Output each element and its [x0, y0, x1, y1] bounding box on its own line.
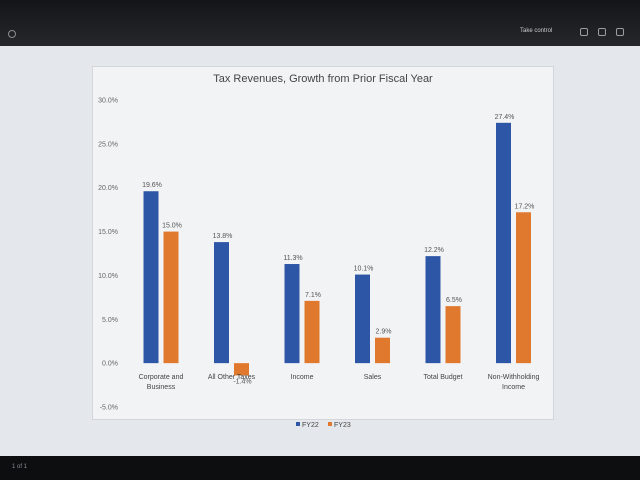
legend-swatch-fy23: [328, 422, 332, 426]
y-tick-label: -5.0%: [100, 405, 118, 412]
chart-title: Tax Revenues, Growth from Prior Fiscal Y…: [213, 73, 433, 85]
value-label: 27.4%: [495, 114, 515, 121]
bar-fy23-1: [234, 363, 249, 376]
take-control-button[interactable]: Take control: [520, 28, 553, 34]
category-labels: Corporate and Business All Other Taxes Inco…: [139, 374, 540, 391]
category-label: Non-Withholding: [488, 374, 540, 381]
value-label: 11.3%: [283, 255, 302, 262]
bar-fy22-2: [284, 264, 300, 364]
top-bar: Take control: [0, 0, 640, 46]
bar-fy22-3: [355, 274, 370, 364]
y-tick-label: 25.0%: [98, 141, 118, 148]
value-label: 12.2%: [424, 247, 444, 254]
legend-label: FY23: [334, 422, 351, 429]
category-label: Income: [502, 384, 525, 391]
bar-fy23-5: [516, 212, 531, 364]
page-indicator: 1 of 1: [12, 464, 28, 470]
bar-fy22-4: [425, 256, 441, 364]
bar-fy23-0: [163, 231, 179, 364]
bar-fy22-1: [214, 242, 229, 364]
category-label: Sales: [364, 374, 382, 381]
y-tick-label: 30.0%: [98, 98, 118, 105]
value-label: 10.1%: [354, 266, 374, 273]
y-tick-label: 15.0%: [98, 229, 118, 236]
value-labels: 19.6% 13.8% 11.3% 10.1% 12.2% 27.4% 15.0% -1.4%…: [142, 114, 534, 386]
category-label: Business: [147, 384, 176, 391]
value-label: 19.6%: [142, 182, 162, 189]
bar-fy23-3: [375, 337, 390, 364]
y-tick-label: 0.0%: [102, 361, 118, 368]
category-label: All Other Taxes: [208, 374, 256, 381]
category-label: Total Budget: [424, 374, 463, 381]
bottom-bar: 1 of 1: [0, 456, 640, 480]
value-label: 13.8%: [213, 233, 233, 240]
value-label: 6.5%: [446, 297, 462, 304]
value-label: 15.0%: [162, 223, 182, 230]
bar-fy23-4: [445, 306, 461, 364]
bar-fy23-2: [304, 300, 320, 364]
bar-fy22-0: [143, 191, 159, 364]
settings-icon[interactable]: [598, 28, 606, 36]
category-label: Income: [291, 374, 314, 381]
window-menu-icon[interactable]: [8, 30, 16, 38]
value-label: 2.9%: [376, 329, 392, 336]
fullscreen-icon[interactable]: [616, 28, 624, 36]
y-tick-label: 20.0%: [98, 185, 118, 192]
bar-fy22-5: [496, 122, 511, 364]
y-axis: 30.0% 25.0% 20.0% 15.0% 10.0% 5.0% 0.0% -5.0%: [98, 98, 118, 412]
legend-label: FY22: [302, 422, 319, 429]
y-tick-label: 10.0%: [98, 273, 118, 280]
y-tick-label: 5.0%: [102, 317, 118, 324]
value-label: 7.1%: [305, 292, 321, 299]
print-icon[interactable]: [580, 28, 588, 36]
legend-swatch-fy22: [296, 422, 300, 426]
value-label: -1.4%: [233, 378, 251, 385]
value-label: 17.2%: [515, 203, 535, 210]
bars: [143, 122, 531, 376]
category-label: Corporate and: [139, 374, 184, 381]
legend: FY22 FY23: [296, 422, 351, 429]
